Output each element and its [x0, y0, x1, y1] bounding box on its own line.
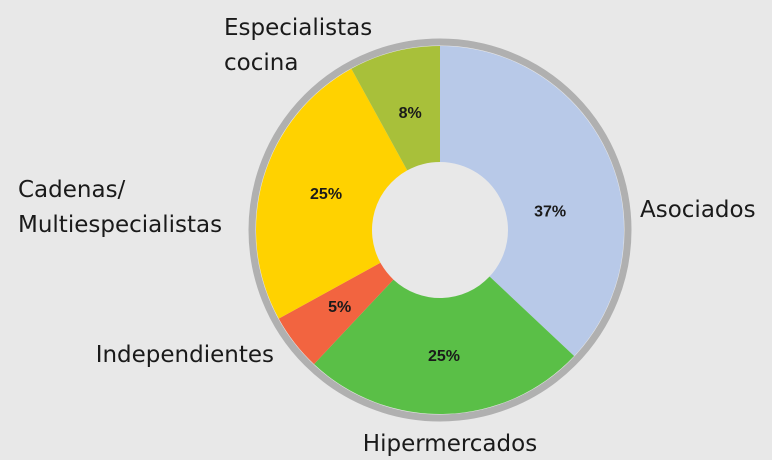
donut-ring	[248, 38, 632, 422]
category-label: Independientes	[96, 342, 274, 368]
value-label: 25%	[428, 348, 460, 365]
donut-slice	[256, 68, 408, 319]
category-label-line: Hipermercados	[363, 431, 537, 457]
donut-slice	[440, 46, 625, 356]
category-label: Asociados	[640, 197, 756, 223]
value-label: 8%	[399, 105, 422, 122]
category-label: Hipermercados	[363, 431, 537, 457]
value-label: 25%	[310, 186, 342, 203]
category-label: Cadenas/Multiespecialistas	[18, 177, 222, 238]
category-label-line: Asociados	[640, 197, 756, 223]
category-label-line: Multiespecialistas	[18, 212, 222, 238]
category-label: Especialistas cocina	[224, 15, 372, 76]
value-label: 5%	[328, 299, 351, 316]
category-label-line: Independientes	[96, 342, 274, 368]
donut-slice	[351, 46, 440, 171]
category-label-line: Especialistas	[224, 15, 372, 41]
value-label: 37%	[534, 204, 566, 221]
donut-slice	[278, 262, 394, 365]
donut-slice	[314, 276, 575, 414]
category-label-line: cocina	[224, 50, 298, 76]
category-label-line: Cadenas/	[18, 177, 126, 203]
